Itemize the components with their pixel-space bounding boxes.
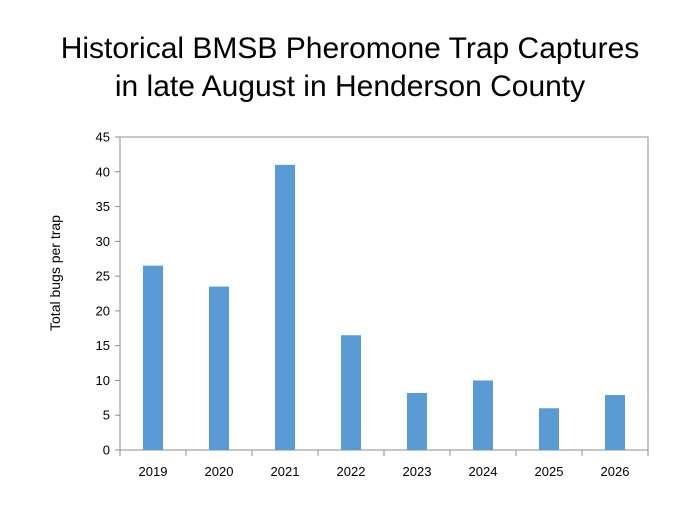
- x-tick-label: 2025: [535, 464, 564, 479]
- bar-2020: [209, 286, 229, 450]
- bar-2019: [143, 265, 163, 450]
- plot-border: [119, 136, 649, 451]
- y-axis: 0 5 10 15 20 25 30 35 40 45: [96, 130, 120, 458]
- plot-area: [119, 136, 649, 451]
- y-tick-label: 35: [96, 199, 110, 214]
- bar-2025: [539, 408, 559, 450]
- y-tick-label: 15: [96, 338, 110, 353]
- y-tick-label: 0: [103, 443, 110, 458]
- y-tick-label: 45: [96, 130, 110, 145]
- y-tick-label: 5: [103, 408, 110, 423]
- bar-2022: [341, 335, 361, 450]
- x-tick-label: 2020: [205, 464, 234, 479]
- x-tick-label: 2024: [469, 464, 498, 479]
- x-tick-label: 2022: [337, 464, 366, 479]
- x-axis: 2019 2020 2021 2022 2023 2024 2025 2026: [119, 450, 649, 479]
- x-tick-label: 2021: [271, 464, 300, 479]
- bar-2021: [275, 164, 295, 451]
- chart-title-line-1: Historical BMSB Pheromone Trap Captures: [60, 32, 640, 65]
- x-tick-label: 2026: [601, 464, 630, 479]
- chart-title-line-2: in late August in Henderson County: [114, 70, 586, 103]
- bar-2023: [407, 392, 427, 450]
- y-tick-label: 30: [96, 234, 110, 249]
- y-tick-label: 20: [96, 303, 110, 318]
- bar-2024: [473, 380, 493, 450]
- bar-2026: [605, 395, 625, 450]
- y-tick-label: 25: [96, 269, 110, 284]
- y-tick-label: 40: [96, 164, 110, 179]
- chart-title: Historical BMSB Pheromone Trap Captures …: [0, 30, 700, 106]
- x-tick-label: 2023: [403, 464, 432, 479]
- bar-series: [143, 164, 625, 451]
- y-axis-label: Total bugs per trap: [47, 215, 63, 331]
- x-tick-label: 2019: [139, 464, 168, 479]
- y-tick-label: 10: [96, 373, 110, 388]
